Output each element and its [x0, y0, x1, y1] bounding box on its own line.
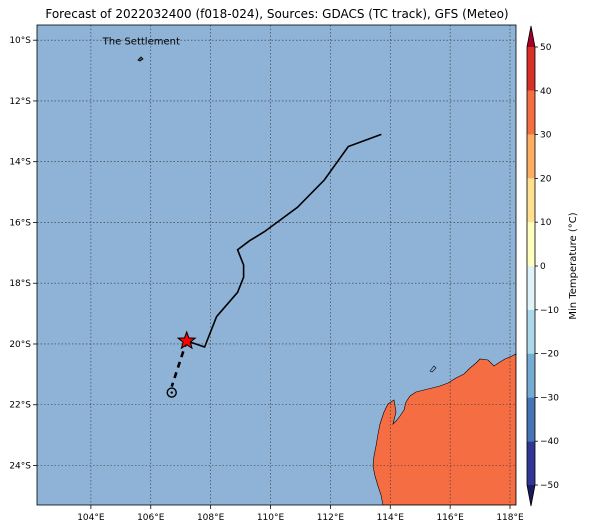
- x-tick-label: 106°E: [137, 513, 165, 523]
- place-label-the-settlement: The Settlement: [102, 36, 180, 47]
- colorbar-tick-label: 40: [540, 87, 552, 97]
- forecast-position-dot: [170, 391, 173, 394]
- colorbar-bin: [527, 441, 535, 485]
- colorbar-tick-label: −20: [540, 350, 559, 360]
- colorbar-bin: [527, 397, 535, 442]
- y-tick-label: 10°S: [9, 36, 31, 46]
- y-axis-ticks: 10°S 12°S 14°S 16°S 18°S 20°S 22°S 24°S: [9, 36, 37, 472]
- y-tick-label: 16°S: [9, 218, 31, 228]
- colorbar-tick-label: 30: [540, 131, 552, 141]
- y-tick-label: 24°S: [9, 462, 31, 472]
- x-tick-label: 110°E: [257, 513, 285, 523]
- colorbar-extend-low: [527, 485, 535, 506]
- colorbar-bin: [527, 353, 535, 398]
- colorbar: 50 40 30 20 10 0 −10 −20 −30 −40 −50 Min Temperatu…: [526, 25, 579, 507]
- colorbar-bin: [527, 178, 535, 223]
- colorbar-tick-label: 0: [540, 262, 546, 272]
- colorbar-bin: [527, 266, 535, 310]
- x-tick-label: 116°E: [436, 513, 464, 523]
- y-tick-label: 12°S: [9, 97, 31, 107]
- colorbar-tick-label: 50: [540, 43, 552, 53]
- colorbar-bin: [527, 309, 535, 354]
- x-axis-ticks: 104°E 106°E 108°E 110°E 112°E 114°E 116°E 118°E: [77, 505, 524, 523]
- map-panel: The Settlement 104°E 106°E 108°E 110°E 112°E…: [9, 24, 524, 523]
- colorbar-tick-label: −50: [540, 481, 559, 491]
- map-frame: [36, 24, 517, 506]
- colorbar-tick-label: 20: [540, 174, 552, 184]
- colorbar-label: Min Temperature (°C): [568, 212, 579, 319]
- australia-landmass: [372, 353, 516, 505]
- forecast-track-line: [170, 340, 188, 388]
- x-tick-label: 112°E: [317, 513, 345, 523]
- current-position-star-icon: [176, 330, 197, 350]
- y-tick-label: 22°S: [9, 401, 31, 411]
- colorbar-tick-label: −40: [540, 437, 559, 447]
- figure-title: Forecast of 2022032400 (f018-024), Sourc…: [45, 7, 508, 21]
- colorbar-tick-label: −10: [540, 306, 559, 316]
- x-tick-label: 108°E: [197, 513, 225, 523]
- colorbar-bin: [527, 47, 535, 91]
- y-tick-label: 14°S: [9, 158, 31, 168]
- colorbar-tick-label: −30: [540, 393, 559, 403]
- x-tick-label: 104°E: [77, 513, 105, 523]
- colorbar-tick-label: 10: [540, 218, 552, 228]
- x-tick-label: 114°E: [377, 513, 405, 523]
- y-tick-label: 20°S: [9, 340, 31, 350]
- colorbar-bin: [527, 90, 535, 135]
- x-tick-label: 118°E: [496, 513, 524, 523]
- colorbar-bin: [527, 222, 535, 266]
- coastal-islet: [429, 365, 437, 373]
- past-track-line: [186, 133, 382, 349]
- colorbar-bin: [527, 134, 535, 179]
- island-marker: [137, 56, 144, 62]
- colorbar-extend-high: [527, 26, 535, 47]
- forecast-position-marker: [166, 387, 177, 398]
- y-tick-label: 18°S: [9, 279, 31, 289]
